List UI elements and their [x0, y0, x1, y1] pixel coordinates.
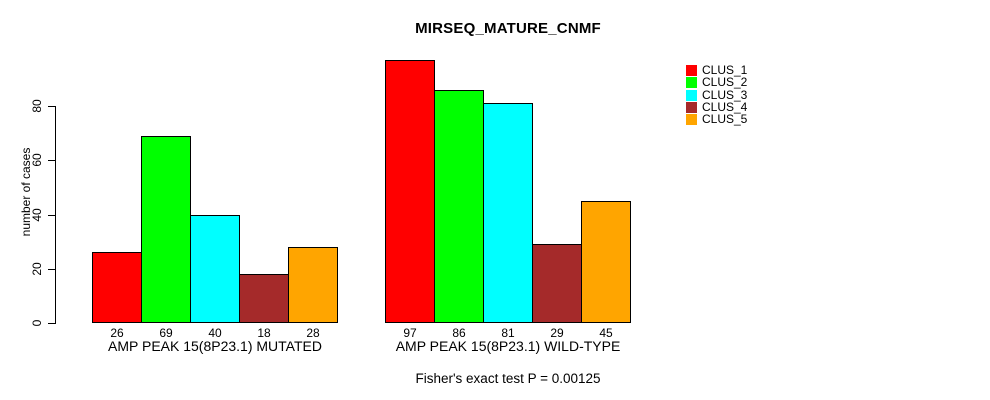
- group-axis-label: AMP PEAK 15(8P23.1) MUTATED: [108, 338, 322, 354]
- y-axis-tick-label: 0: [30, 319, 44, 327]
- bar-value-label: 40: [208, 326, 222, 340]
- legend-swatch: [686, 114, 697, 126]
- y-axis-tick-label: 20: [30, 262, 44, 276]
- legend-label: CLUS_5: [702, 112, 748, 127]
- bar-clus_1-group1: [92, 252, 142, 323]
- y-axis-line: [55, 106, 56, 324]
- legend-swatch: [686, 101, 697, 113]
- bar-value-label: 81: [501, 326, 515, 340]
- bar-value-label: 29: [550, 326, 564, 340]
- y-axis-tick: [48, 160, 55, 162]
- legend-label: CLUS_1: [702, 63, 748, 77]
- bar-clus_4-group2: [532, 244, 582, 323]
- legend-swatch: [686, 77, 697, 89]
- bar-clus_5-group1: [288, 247, 338, 323]
- y-axis-tick: [48, 214, 55, 216]
- y-axis-tick: [48, 323, 55, 324]
- y-axis-tick-label: 80: [30, 99, 44, 113]
- footnote-text: Fisher's exact test P = 0.00125: [415, 371, 601, 386]
- bar-clus_3-group1: [190, 214, 240, 323]
- bar-value-label: 86: [452, 326, 466, 340]
- legend-swatch: [686, 65, 697, 76]
- bar-value-label: 97: [403, 326, 417, 340]
- bar-clus_5-group2: [581, 200, 631, 323]
- bar-clus_3-group2: [483, 103, 533, 323]
- group-axis-label: AMP PEAK 15(8P23.1) WILD-TYPE: [395, 338, 621, 354]
- bar-value-label: 45: [599, 326, 613, 340]
- legend-swatch: [686, 89, 697, 101]
- bar-value-label: 26: [110, 326, 124, 340]
- bar-clus_2-group2: [434, 89, 484, 323]
- chart-title: MIRSEQ_MATURE_CNMF: [415, 20, 601, 37]
- y-axis-tick: [48, 106, 55, 107]
- y-axis-tick-label: 40: [30, 207, 44, 222]
- y-axis-tick: [48, 268, 55, 270]
- bar-clus_1-group2: [385, 59, 435, 323]
- legend-label: CLUS_2: [702, 75, 748, 90]
- bar-value-label: 69: [159, 326, 173, 340]
- legend-label: CLUS_4: [702, 99, 748, 114]
- bar-clus_4-group1: [239, 274, 289, 323]
- bar-value-label: 18: [257, 326, 271, 340]
- legend-label: CLUS_3: [702, 87, 748, 102]
- bar-value-label: 28: [306, 326, 320, 340]
- y-axis-tick-label: 60: [30, 153, 44, 167]
- bar-clus_2-group1: [141, 135, 191, 323]
